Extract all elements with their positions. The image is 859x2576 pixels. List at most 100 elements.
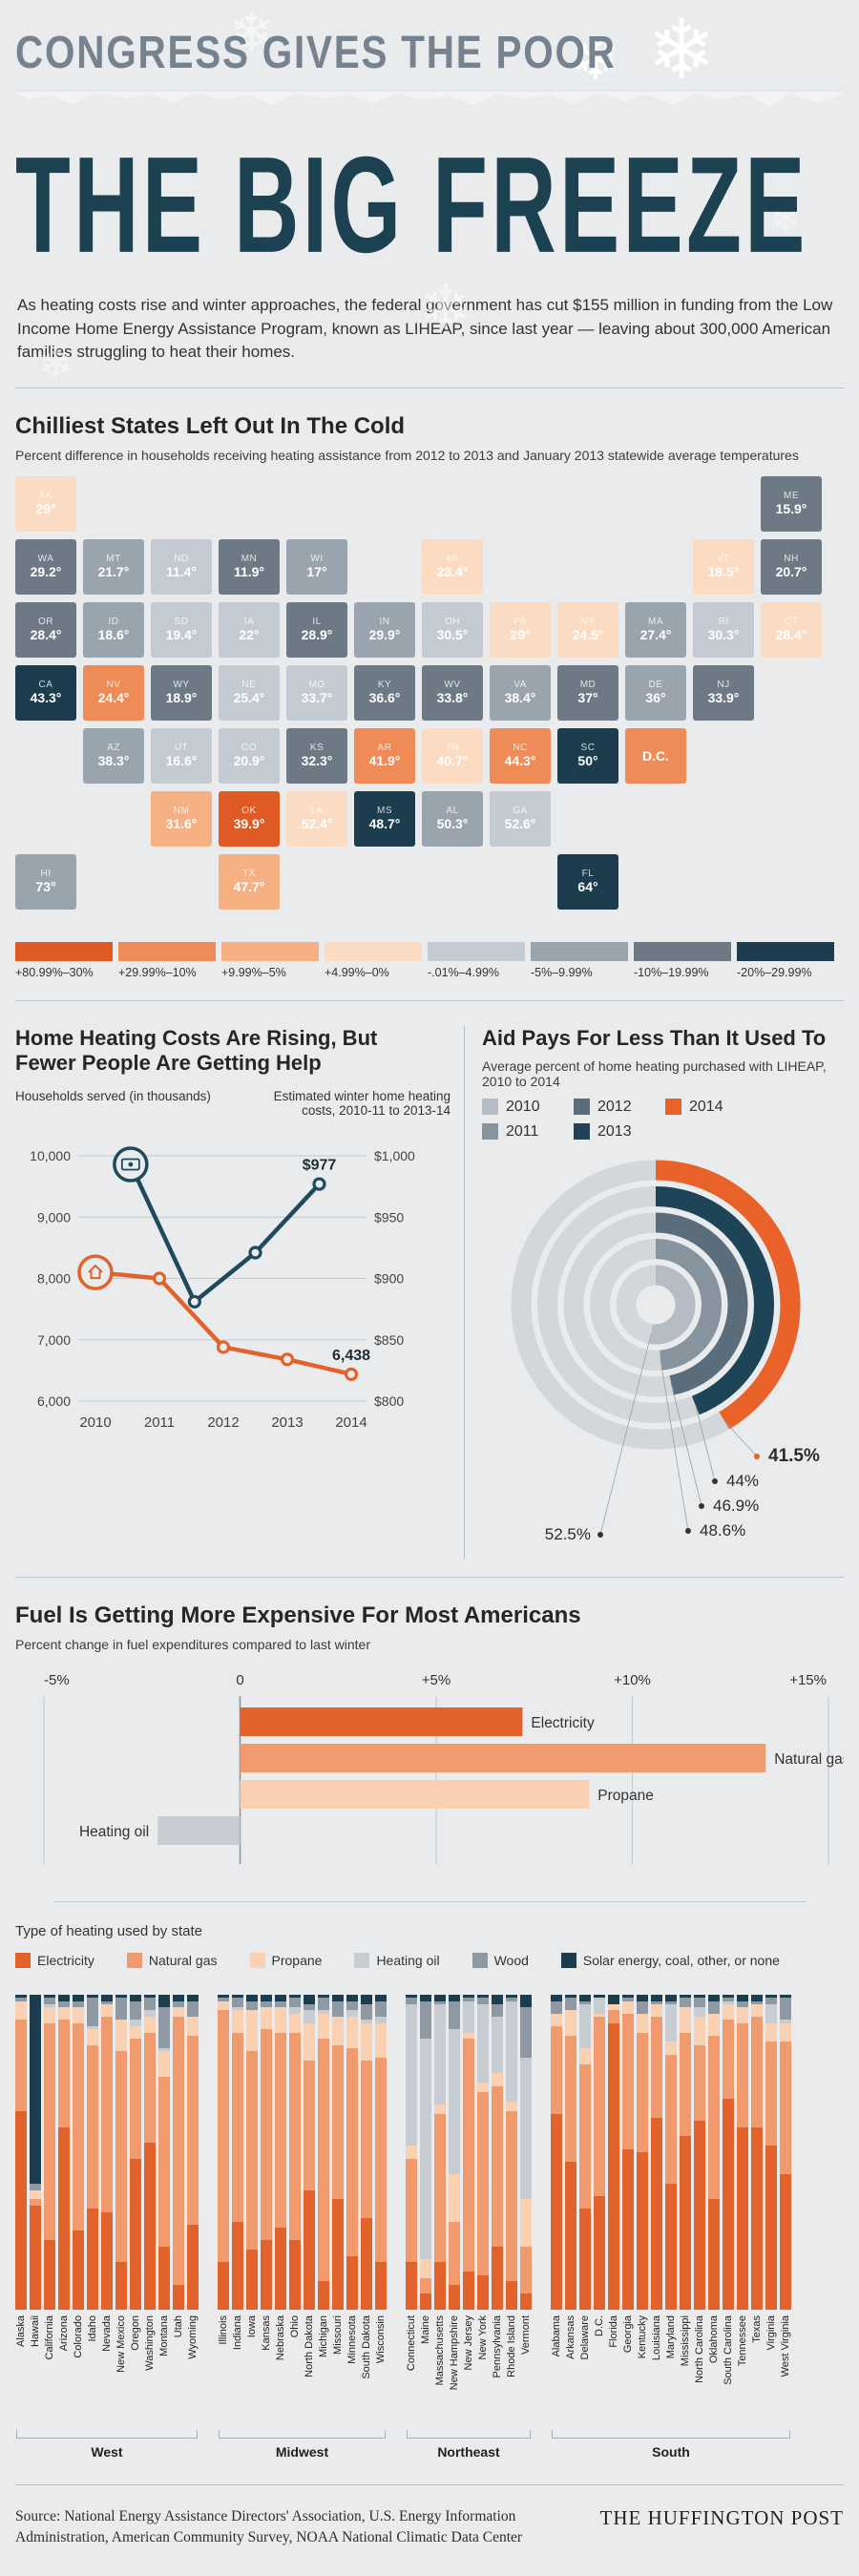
stacked-bar-north-dakota xyxy=(304,1994,315,2310)
stacked-bar-new-jersey xyxy=(463,1994,474,2310)
state-label-kentucky: Kentucky xyxy=(636,2314,648,2359)
segment-solar-energy-coal-other-or-none xyxy=(246,1994,258,2001)
segment-natural-gas xyxy=(318,2039,329,2282)
segment-wood xyxy=(477,1998,489,2004)
divider xyxy=(53,1900,806,1902)
segment-solar-energy-coal-other-or-none xyxy=(58,1994,70,2001)
segment-propane xyxy=(579,2048,591,2064)
state-temp-label: 28.9° xyxy=(301,627,333,643)
segment-heating-oil xyxy=(361,2020,372,2023)
legend-swatch xyxy=(560,1952,576,1968)
state-abbr: MA xyxy=(648,617,663,628)
donut-ring-2012 xyxy=(655,1212,748,1395)
segment-electricity xyxy=(780,2174,791,2310)
stacked-bar-oklahoma xyxy=(708,1994,720,2310)
legend-label: Natural gas xyxy=(148,1952,218,1968)
state-label-minnesota: Minnesota xyxy=(346,2314,358,2364)
fuel-legend-item-electricity: Electricity xyxy=(15,1952,94,1968)
map-title: Chilliest States Left Out In The Cold xyxy=(15,412,406,439)
state-abbr: FL xyxy=(581,869,595,880)
segment-natural-gas xyxy=(144,2032,156,2144)
segment-natural-gas xyxy=(361,2061,372,2219)
segment-solar-energy-coal-other-or-none xyxy=(680,1994,691,1999)
svg-text:$1,000: $1,000 xyxy=(374,1148,415,1163)
svg-text:+10%: +10% xyxy=(614,1672,651,1688)
segment-natural-gas xyxy=(565,2035,576,2162)
segment-propane xyxy=(375,2022,387,2058)
state-abbr: AK xyxy=(38,491,53,502)
divider xyxy=(15,387,844,388)
state-abbr: AL xyxy=(446,806,459,817)
stacked-bar-montana xyxy=(158,1994,170,2310)
stacked-bar-ohio xyxy=(289,1994,301,2310)
segment-solar-energy-coal-other-or-none xyxy=(751,1994,763,2001)
svg-text:-5%: -5% xyxy=(44,1672,70,1688)
segment-natural-gas xyxy=(765,2042,777,2147)
fuel-legend-item-heating-oil: Heating oil xyxy=(354,1952,440,1968)
stacked-bar-illinois xyxy=(218,1994,229,2310)
stacked-bar-wyoming xyxy=(187,1994,199,2310)
segment-propane xyxy=(318,2013,329,2040)
segment-natural-gas xyxy=(87,2044,98,2209)
segment-wood xyxy=(261,2000,272,2008)
segment-natural-gas xyxy=(463,2039,474,2272)
segment-heating-oil xyxy=(579,2003,591,2049)
state-abbr: WV xyxy=(444,680,461,691)
fuel-bar-chart: -5% 0 +5% +10% +15% Electricity Natural gas Pro… xyxy=(43,1672,850,1864)
segment-wood xyxy=(406,1998,417,2004)
map-state-la: LA 52.4° xyxy=(286,790,347,847)
segment-propane xyxy=(434,2105,446,2115)
region-group-south: Alabama Arkansas Delaware D.C. Florida Georgi… xyxy=(551,1994,791,2460)
legend-label: Electricity xyxy=(37,1952,94,1968)
map-state-nc: NC 44.3° xyxy=(490,727,551,784)
left-axis-label: Households served (in thousands) xyxy=(15,1088,211,1103)
state-temp-label: 11.4° xyxy=(165,564,198,580)
segment-electricity xyxy=(477,2274,489,2310)
donut-title: Aid Pays For Less Than It Used To xyxy=(482,1025,827,1050)
state-label-new-jersey: New Jersey xyxy=(462,2314,474,2371)
segment-heating-oil xyxy=(463,2000,474,2033)
stacked-bar-massachusetts xyxy=(434,1994,446,2310)
segment-solar-energy-coal-other-or-none xyxy=(622,1994,634,1999)
legend-label: 2012 xyxy=(597,1098,632,1115)
map-state-wv: WV 33.8° xyxy=(422,664,483,721)
segment-propane xyxy=(651,2003,662,2018)
legend-label: 2011 xyxy=(506,1122,539,1140)
stacked-bar-vermont xyxy=(520,1994,532,2310)
state-abbr: TX xyxy=(242,869,256,880)
state-temp-label: 11.9° xyxy=(233,564,265,580)
segment-natural-gas xyxy=(332,2044,344,2200)
segment-electricity xyxy=(275,2228,286,2310)
stacked-bar-georgia xyxy=(622,1994,634,2310)
segment-wood xyxy=(737,2000,748,2008)
segment-heating-oil xyxy=(406,2003,417,2147)
legend-swatch xyxy=(531,941,628,961)
state-temp-label: 23.4° xyxy=(436,564,469,580)
segment-wood xyxy=(723,1998,734,2001)
state-label-alaska: Alaska xyxy=(14,2314,27,2347)
segment-electricity xyxy=(708,2199,720,2310)
segment-natural-gas xyxy=(551,2025,562,2115)
state-temp-label: 24.5° xyxy=(572,627,604,643)
map-state-tx: TX 47.7° xyxy=(219,853,280,910)
segment-electricity xyxy=(463,2272,474,2310)
state-temp-label: 19.4° xyxy=(165,627,198,643)
segment-electricity xyxy=(680,2136,691,2310)
segment-propane xyxy=(780,2022,791,2042)
legend-label: Heating oil xyxy=(376,1952,440,1968)
region-label-west: West xyxy=(91,2443,123,2460)
segment-electricity xyxy=(130,2158,141,2310)
state-temp-label: 18.5° xyxy=(707,564,740,580)
state-abbr: TN xyxy=(445,743,460,754)
donut-ring-2014 xyxy=(655,1160,801,1430)
segment-propane xyxy=(346,2017,358,2049)
us-choropleth-map: AK 29° AL 50.3° AR 41.9° AZ 38.3° CA 43.3° CO 20.9°… xyxy=(15,475,844,925)
map-state-il: IL 28.9° xyxy=(286,601,347,658)
segment-wood xyxy=(246,2000,258,2011)
segment-natural-gas xyxy=(158,2076,170,2247)
segment-natural-gas xyxy=(694,2044,705,2121)
legend-swatch xyxy=(221,941,319,961)
svg-text:2014: 2014 xyxy=(335,1414,367,1431)
stacked-bar-arizona xyxy=(58,1994,70,2310)
state-label-michigan: Michigan xyxy=(317,2314,329,2357)
